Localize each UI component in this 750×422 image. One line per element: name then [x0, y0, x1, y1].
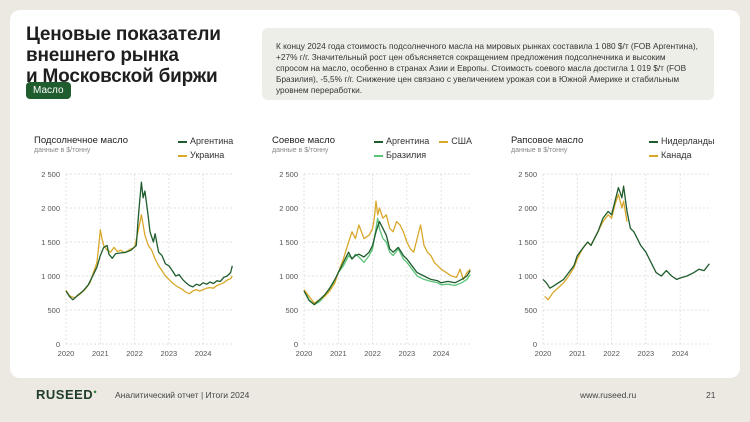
series-line	[65, 181, 233, 301]
x-tick-label: 2020	[296, 349, 313, 358]
ruseed-logo: RUSEED●	[36, 387, 98, 402]
y-tick-label: 1 000	[279, 272, 298, 281]
y-tick-label: 2 000	[41, 204, 60, 213]
website-link[interactable]: www.ruseed.ru	[580, 390, 637, 400]
x-tick-label: 2022	[364, 349, 381, 358]
chart-plot: 0 500 1 000 1 500 2 000 2 500 2020 2021 2022 2023…	[518, 170, 711, 358]
y-tick-label: 500	[47, 306, 60, 315]
x-tick-label: 2024	[433, 349, 450, 358]
series-line	[303, 220, 471, 306]
chart-legend: Аргентина Украина	[178, 135, 233, 163]
x-tick-label: 2023	[399, 349, 416, 358]
x-tick-label: 2021	[92, 349, 109, 358]
x-tick-label: 2020	[58, 349, 75, 358]
chart-subtitle: данные в $/тонну	[34, 147, 91, 154]
chart-subtitle: данные в $/тонну	[272, 147, 329, 154]
x-tick-label: 2022	[603, 349, 620, 358]
legend-item: Аргентина	[374, 135, 429, 149]
y-tick-label: 0	[533, 340, 537, 349]
chart-title: Рапсовое масло	[511, 135, 584, 146]
chart-plot: 0 500 1 000 1 500 2 000 2 500 2020 2021 2022 2023…	[279, 170, 472, 358]
logo-mark-icon: ●	[93, 389, 98, 396]
x-tick-label: 2024	[672, 349, 689, 358]
x-tick-label: 2024	[195, 349, 212, 358]
chart-title: Подсолнечное масло	[34, 135, 129, 146]
x-tick-label: 2023	[638, 349, 655, 358]
legend-item: Нидерланды	[649, 135, 714, 149]
series-line	[65, 214, 233, 299]
y-tick-label: 1 000	[518, 272, 537, 281]
y-tick-label: 1 000	[41, 272, 60, 281]
y-tick-label: 1 500	[518, 238, 537, 247]
y-tick-label: 0	[56, 340, 60, 349]
chart-rapeseed-oil: Рапсовое масло данные в $/тонну Нидерлан…	[511, 118, 735, 368]
chart-title: Соевое масло	[272, 135, 336, 146]
y-tick-label: 2 000	[518, 204, 537, 213]
x-tick-label: 2023	[161, 349, 178, 358]
y-tick-label: 0	[294, 340, 298, 349]
chart-plot: 0 500 1 000 1 500 2 000 2 500 2020 2021 2022 2023…	[41, 170, 234, 358]
chart-sunflower-oil: Подсолнечное масло данные в $/тонну Арге…	[34, 118, 258, 368]
y-tick-label: 1 500	[41, 238, 60, 247]
page-title: Ценовые показатели внешнего рынка и Моск…	[26, 24, 221, 87]
x-tick-label: 2022	[126, 349, 143, 358]
y-tick-label: 1 500	[279, 238, 298, 247]
series-line	[542, 185, 710, 289]
summary-note: К концу 2024 года стоимость подсолнечног…	[262, 28, 714, 100]
x-tick-label: 2020	[535, 349, 552, 358]
legend-item: Канада	[649, 149, 714, 163]
x-tick-label: 2021	[330, 349, 347, 358]
y-tick-label: 2 500	[279, 170, 298, 179]
page-number: 21	[706, 390, 716, 400]
chart-legend: Аргентина США Бразилия	[374, 135, 494, 163]
y-tick-label: 2 000	[279, 204, 298, 213]
legend-item: Аргентина	[178, 135, 233, 149]
y-tick-label: 2 500	[518, 170, 537, 179]
y-tick-label: 500	[285, 306, 298, 315]
legend-item: Украина	[178, 149, 233, 163]
chart-soybean-oil: Соевое масло данные в $/тонну Аргентина С…	[272, 118, 496, 368]
legend-item: Бразилия	[374, 149, 494, 163]
y-tick-label: 500	[524, 306, 537, 315]
chart-subtitle: данные в $/тонну	[511, 147, 568, 154]
report-label: Аналитический отчет | Итоги 2024	[115, 390, 250, 400]
x-tick-label: 2021	[569, 349, 586, 358]
legend-item: США	[439, 135, 472, 149]
category-tag: Масло	[26, 82, 71, 99]
series-line	[303, 200, 471, 304]
chart-legend: Нидерланды Канада	[649, 135, 714, 163]
y-tick-label: 2 500	[41, 170, 60, 179]
